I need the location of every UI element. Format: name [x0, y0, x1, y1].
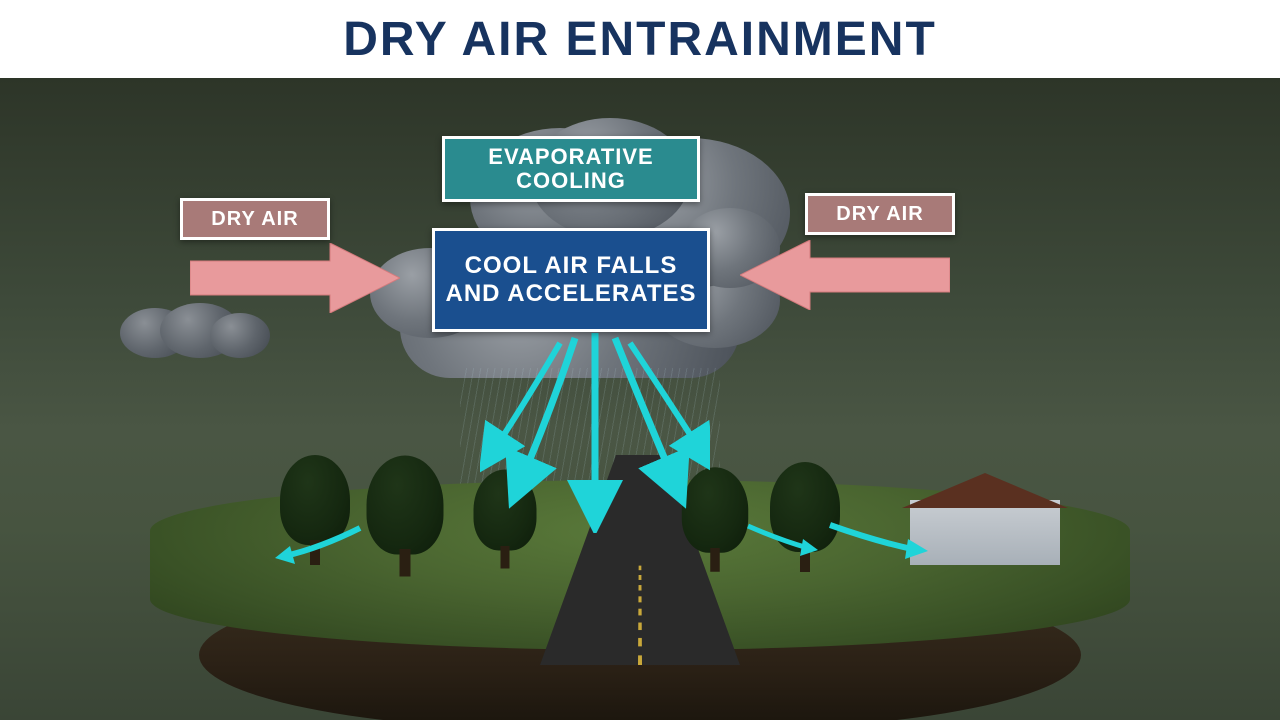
page-title: DRY AIR ENTRAINMENT — [343, 12, 937, 67]
label-evaporative-cooling: EVAPORATIVE COOLING — [442, 136, 700, 202]
house — [910, 465, 1060, 565]
label-dry-air-right: DRY AIR — [805, 193, 955, 235]
dry-air-arrow-right — [740, 240, 950, 310]
outflow-arrow-mid — [740, 518, 820, 563]
tree — [367, 456, 444, 555]
label-dry-air-left: DRY AIR — [180, 198, 330, 240]
outflow-arrow-left — [270, 518, 370, 568]
downdraft-arrows — [480, 333, 710, 533]
diagram-scene: EVAPORATIVE COOLING COOL AIR FALLS AND A… — [0, 78, 1280, 720]
dry-air-arrow-left — [190, 243, 400, 313]
outflow-arrow-right — [820, 513, 930, 563]
title-bar: DRY AIR ENTRAINMENT — [0, 0, 1280, 78]
label-cool-air-falls: COOL AIR FALLS AND ACCELERATES — [432, 228, 710, 332]
